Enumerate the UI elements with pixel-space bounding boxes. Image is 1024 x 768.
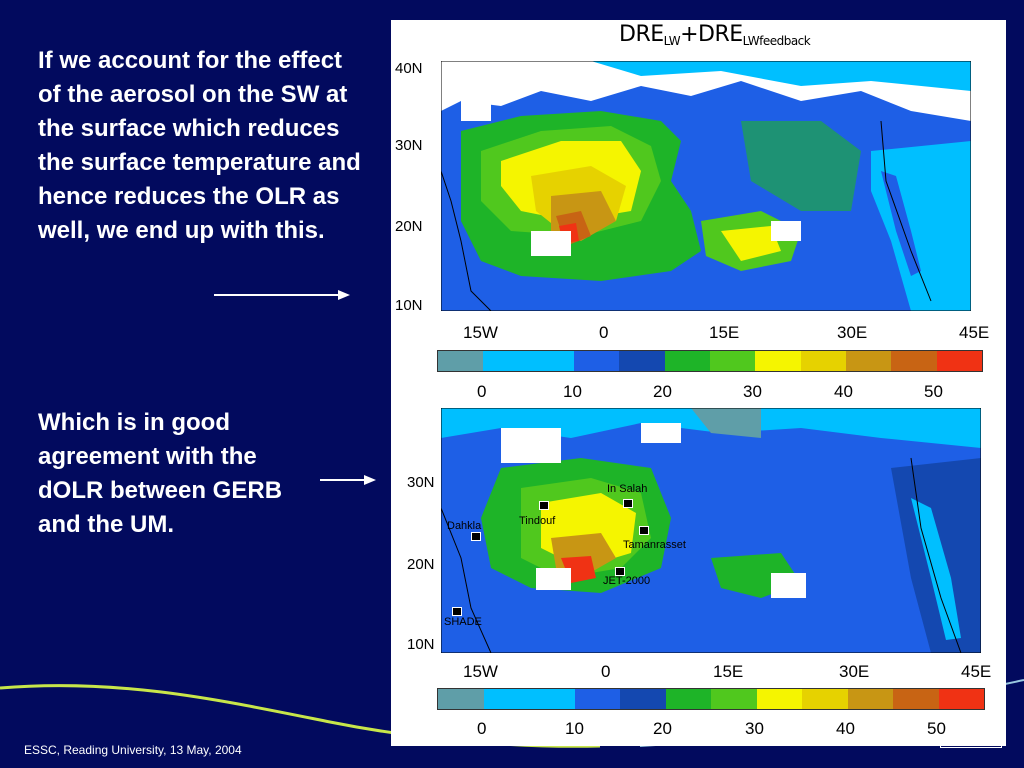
colorbar [437,350,983,372]
colorbar-label: 20 [653,719,672,738]
lon-label: 15W [463,662,498,681]
bottom-map-panel: 30N 20N 10N Tindouf In Salah Tamanrasset… [391,408,1006,746]
lon-label: 15W [463,323,498,342]
lat-label: 40N [395,60,423,77]
colorbar-segment [619,351,665,371]
colorbar-segment [483,351,529,371]
site-marker [615,567,625,576]
arrow-right-icon [214,290,350,300]
colorbar-segment [800,351,846,371]
colorbar-segment [528,351,574,371]
explanation-text-2: Which is in good agreement with the dOLR… [38,409,283,538]
colorbar-segment [483,689,529,709]
colorbar-segment [438,351,484,371]
colorbar-segment [711,689,757,709]
colorbar-segment [529,689,575,709]
colorbar-segment [802,689,848,709]
colorbar-segment [709,351,756,371]
colorbar-segment [574,689,620,709]
lat-label: 20N [407,556,435,573]
colorbar-label: 30 [745,719,764,738]
site-marker [623,499,633,508]
dre-map [441,61,971,311]
colorbar-label: 50 [924,382,943,401]
colorbar-segment [847,689,893,709]
colorbar-label: 50 [927,719,946,738]
colorbar-label: 30 [743,382,762,401]
colorbar-segment [620,689,666,709]
lat-label: 20N [395,218,423,235]
colorbar-label: 10 [565,719,584,738]
lon-label: 0 [601,662,611,681]
explanation-text-1: If we account for the effect of the aero… [38,47,361,244]
site-label: Dahkla [447,520,482,532]
lon-label: 45E [961,662,992,681]
site-marker [452,607,462,616]
colorbar-segment [936,351,982,371]
colorbar-label: 0 [477,382,487,401]
site-label: SHADE [444,616,482,628]
lon-label: 30E [837,323,868,342]
colorbar-segment [573,351,620,371]
site-marker [471,532,481,541]
colorbar-label: 20 [653,382,672,401]
colorbar-segment [664,351,710,371]
colorbar-label: 10 [563,382,582,401]
site-marker [539,501,549,510]
lon-label: 45E [959,323,990,342]
site-label: Tindouf [519,515,556,527]
top-map-panel: DRELW+DRELWfeedback 40N 30N 20N 10N 15 [391,20,1006,408]
lat-label: 10N [395,297,423,314]
lon-label: 30E [839,662,870,681]
lat-label: 30N [407,474,435,491]
site-label: In Salah [607,483,648,495]
colorbar [437,688,985,710]
colorbar-segment [891,351,937,371]
arrow-right-icon [320,475,376,485]
lon-label: 0 [599,323,609,342]
footer-text: ESSC, Reading University, 13 May, 2004 [24,743,242,757]
colorbar-label: 0 [477,719,487,738]
lat-label: 10N [407,636,435,653]
lon-label: 15E [713,662,744,681]
site-label: Tamanrasset [623,539,686,551]
colorbar-segment [438,689,484,709]
lon-label: 15E [709,323,740,342]
colorbar-segment [755,351,801,371]
colorbar-label: 40 [836,719,855,738]
dolr-map [441,408,981,653]
colorbar-segment [938,689,984,709]
site-label: JET-2000 [603,575,651,587]
colorbar-segment [893,689,939,709]
site-marker [639,526,649,535]
lat-label: 30N [395,137,423,154]
colorbar-segment [665,689,711,709]
panel-title: DRELW+DRELWfeedback [619,22,811,48]
colorbar-segment [845,351,892,371]
colorbar-label: 40 [834,382,853,401]
colorbar-segment [756,689,802,709]
